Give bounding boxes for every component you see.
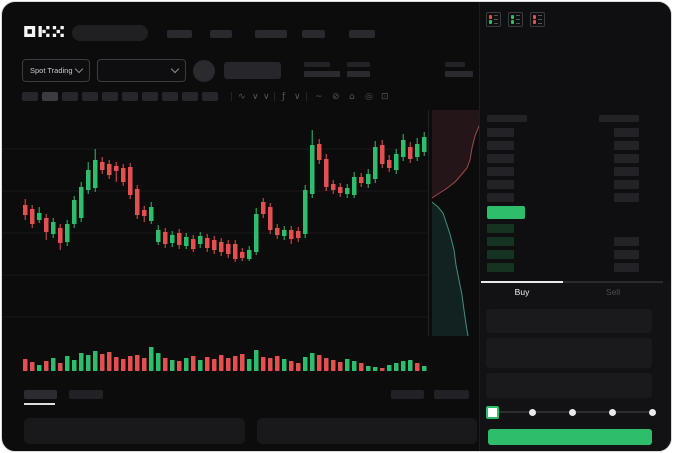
toolbar-divider: | bbox=[230, 92, 234, 102]
bid-row-amount bbox=[614, 263, 639, 272]
bottom-tab-1[interactable] bbox=[24, 390, 57, 399]
timeframe-button-10[interactable] bbox=[202, 92, 218, 101]
ask-row-price[interactable] bbox=[487, 167, 514, 176]
settings-icon[interactable]: ◎ bbox=[365, 92, 373, 102]
amount-slider-stop[interactable] bbox=[648, 408, 656, 416]
ask-row-price[interactable] bbox=[487, 180, 514, 189]
pair-select[interactable] bbox=[97, 59, 186, 82]
orderbook-view-bids-icon[interactable] bbox=[508, 12, 523, 27]
ask-row-price[interactable] bbox=[487, 193, 514, 202]
ask-row-amount bbox=[614, 180, 639, 189]
timeframe-button-8[interactable] bbox=[162, 92, 178, 101]
ask-row-price[interactable] bbox=[487, 128, 514, 137]
camera-icon[interactable]: ⌂ bbox=[349, 92, 355, 102]
ask-row-price[interactable] bbox=[487, 141, 514, 150]
nav-item-3[interactable] bbox=[255, 30, 287, 38]
order-total-field[interactable] bbox=[486, 373, 652, 398]
pair-name-placeholder bbox=[224, 62, 281, 79]
bottom-action-2[interactable] bbox=[434, 390, 469, 399]
toolbar-divider: | bbox=[305, 92, 309, 102]
bottom-action-1[interactable] bbox=[391, 390, 424, 399]
orderbook-panel: Buy Sell bbox=[479, 2, 671, 451]
timeframe-button-4[interactable] bbox=[82, 92, 98, 101]
nav-item-5[interactable] bbox=[349, 30, 375, 38]
draw-tools-icon[interactable]: ⊘ bbox=[332, 92, 340, 102]
timeframe-button-5[interactable] bbox=[102, 92, 118, 101]
okx-logo[interactable] bbox=[24, 26, 64, 37]
volume-chart bbox=[2, 340, 429, 374]
ticker-stat-label bbox=[347, 62, 370, 67]
indicators-chevron-icon[interactable]: ∨ bbox=[294, 92, 301, 102]
ask-row-amount bbox=[614, 141, 639, 150]
buy-button[interactable] bbox=[488, 429, 652, 445]
search-input[interactable] bbox=[72, 25, 148, 41]
bid-row-amount bbox=[614, 250, 639, 259]
orderbook-view-both-icon[interactable] bbox=[486, 12, 501, 27]
timeframe-button-2[interactable] bbox=[42, 92, 58, 101]
nav-item-1[interactable] bbox=[167, 30, 192, 38]
tabbar-rest-line bbox=[563, 281, 663, 283]
ask-row-amount bbox=[614, 193, 639, 202]
orderbook-view-asks-icon[interactable] bbox=[530, 12, 545, 27]
tab-sell[interactable]: Sell bbox=[605, 287, 621, 297]
bid-row-price[interactable] bbox=[487, 263, 514, 272]
bid-row-price[interactable] bbox=[487, 237, 514, 246]
line-tools-icon[interactable]: ~ bbox=[315, 92, 323, 102]
chevron-down-icon bbox=[170, 64, 180, 74]
bottom-panel-right bbox=[257, 418, 477, 444]
chart-style-icon[interactable]: ∿ bbox=[238, 92, 246, 102]
coin-icon bbox=[193, 60, 215, 82]
order-price-field[interactable] bbox=[486, 309, 652, 333]
timeframe-button-6[interactable] bbox=[122, 92, 138, 101]
bottom-panel-left bbox=[24, 418, 245, 444]
depth-chart[interactable] bbox=[428, 110, 485, 336]
chevron-down-icon bbox=[74, 64, 84, 74]
ticker-stat-value bbox=[347, 71, 370, 77]
compare-chevron-icon[interactable]: ∨ bbox=[263, 92, 270, 102]
orderbook-header-amount bbox=[599, 115, 639, 122]
ticker-stat-value bbox=[445, 71, 473, 77]
ask-row-amount bbox=[614, 167, 639, 176]
last-price-badge bbox=[487, 206, 525, 219]
ticker-stat-value bbox=[304, 71, 340, 77]
indicators-icon[interactable]: ƒ bbox=[282, 92, 286, 102]
top-nav bbox=[2, 2, 671, 52]
nav-item-2[interactable] bbox=[210, 30, 232, 38]
timeframe-button-9[interactable] bbox=[182, 92, 198, 101]
tab-buy[interactable]: Buy bbox=[514, 287, 530, 297]
amount-slider-handle[interactable] bbox=[485, 405, 499, 419]
toolbar-divider: | bbox=[273, 92, 277, 102]
timeframe-button-7[interactable] bbox=[142, 92, 158, 101]
market-type-label: Spot Trading bbox=[30, 66, 73, 75]
chart-style-chevron-icon[interactable]: ∨ bbox=[252, 92, 259, 102]
ask-row-price[interactable] bbox=[487, 154, 514, 163]
bottom-tab-2[interactable] bbox=[69, 390, 103, 399]
amount-slider-stop[interactable] bbox=[568, 408, 576, 416]
order-amount-field[interactable] bbox=[486, 338, 652, 368]
nav-item-4[interactable] bbox=[302, 30, 325, 38]
price-chart[interactable] bbox=[2, 108, 429, 340]
bid-row-price[interactable] bbox=[487, 250, 514, 259]
bid-row-price[interactable] bbox=[487, 224, 514, 233]
timeframe-button-1[interactable] bbox=[22, 92, 38, 101]
orderbook-header-price bbox=[487, 115, 527, 122]
bottom-tab-1-underline bbox=[24, 403, 55, 405]
buy-tab-underline bbox=[481, 281, 563, 283]
ticker-stat-label bbox=[304, 62, 330, 67]
fullscreen-icon[interactable]: ⊡ bbox=[381, 92, 389, 102]
bid-row-amount bbox=[614, 237, 639, 246]
timeframe-button-3[interactable] bbox=[62, 92, 78, 101]
ask-row-amount bbox=[614, 128, 639, 137]
market-type-select[interactable]: Spot Trading bbox=[22, 59, 90, 82]
amount-slider-stop[interactable] bbox=[528, 408, 536, 416]
ticker-stat-label bbox=[445, 62, 465, 67]
amount-slider-stop[interactable] bbox=[608, 408, 616, 416]
ask-row-amount bbox=[614, 154, 639, 163]
